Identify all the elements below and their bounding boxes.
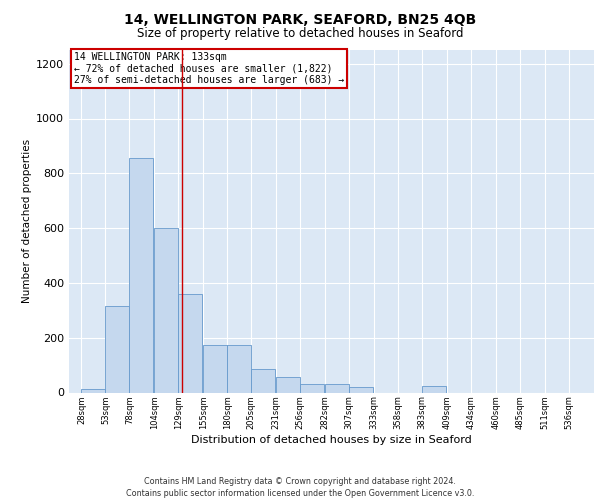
Text: Contains public sector information licensed under the Open Government Licence v3: Contains public sector information licen… [126, 488, 474, 498]
Bar [422, 386, 446, 392]
Bar [130, 158, 154, 392]
Bar [154, 228, 178, 392]
Bar [301, 384, 325, 392]
Bar [106, 306, 130, 392]
Bar [178, 294, 202, 392]
Bar [349, 387, 373, 392]
Text: 14, WELLINGTON PARK, SEAFORD, BN25 4QB: 14, WELLINGTON PARK, SEAFORD, BN25 4QB [124, 12, 476, 26]
Bar [325, 384, 349, 392]
Text: 14 WELLINGTON PARK: 133sqm
← 72% of detached houses are smaller (1,822)
27% of s: 14 WELLINGTON PARK: 133sqm ← 72% of deta… [74, 52, 344, 85]
Text: Size of property relative to detached houses in Seaford: Size of property relative to detached ho… [137, 28, 463, 40]
Y-axis label: Number of detached properties: Number of detached properties [22, 139, 32, 304]
Bar [277, 378, 301, 392]
Bar [203, 344, 227, 393]
Bar [227, 344, 251, 393]
Text: Contains HM Land Registry data © Crown copyright and database right 2024.: Contains HM Land Registry data © Crown c… [144, 477, 456, 486]
Bar [82, 389, 106, 392]
Bar [251, 369, 275, 392]
X-axis label: Distribution of detached houses by size in Seaford: Distribution of detached houses by size … [191, 435, 472, 445]
